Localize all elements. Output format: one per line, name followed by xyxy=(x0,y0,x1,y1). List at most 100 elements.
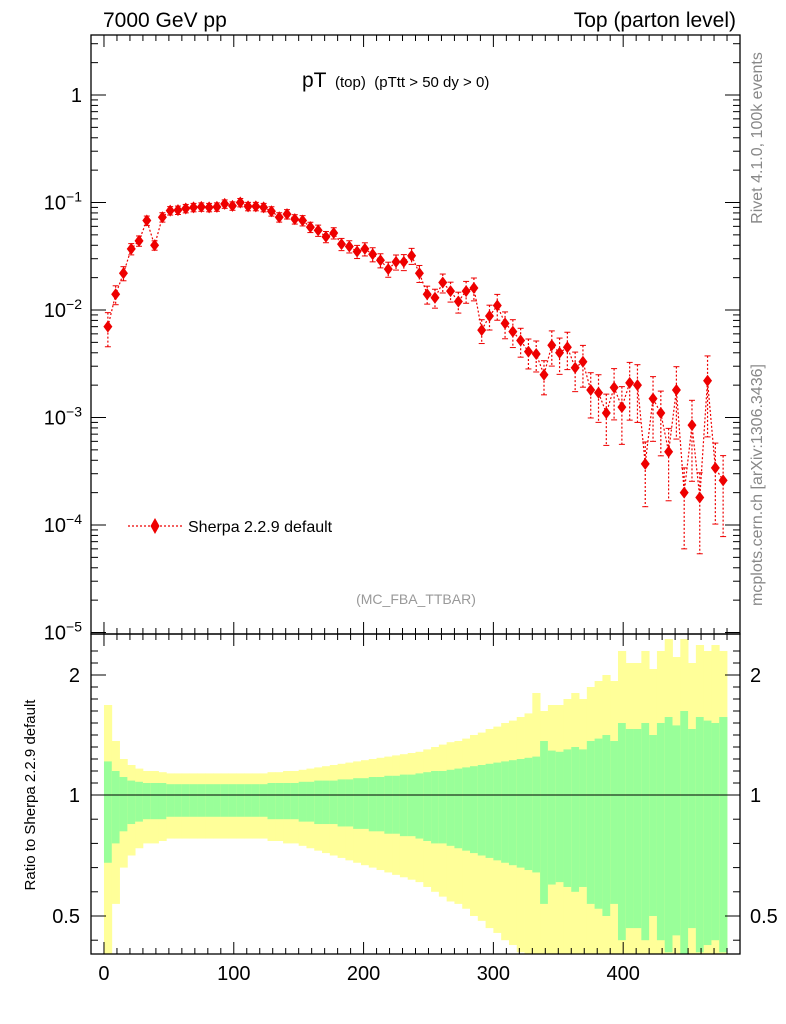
data-point xyxy=(235,196,245,209)
ratio-bands xyxy=(103,639,728,954)
data-point xyxy=(196,200,206,213)
data-point xyxy=(632,379,642,392)
ratio-inner-band xyxy=(306,781,315,822)
x-tick-label: 200 xyxy=(347,963,380,985)
ratio-inner-band xyxy=(485,763,494,858)
data-point xyxy=(617,401,627,414)
ratio-inner-band xyxy=(664,717,673,953)
header-right: Top (parton level) xyxy=(574,9,736,32)
ratio-inner-band xyxy=(213,784,222,817)
ratio-inner-band xyxy=(251,784,261,817)
data-point xyxy=(118,267,128,280)
data-point xyxy=(352,245,362,258)
ratio-inner-band xyxy=(283,783,292,820)
ratio-inner-band xyxy=(314,780,323,825)
data-point xyxy=(290,213,300,226)
data-point xyxy=(430,291,440,304)
data-point xyxy=(601,407,611,420)
y-tick-label: 10−4 xyxy=(44,511,82,537)
ratio-inner-band xyxy=(719,717,728,953)
ratio-inner-band xyxy=(166,784,175,817)
data-point xyxy=(142,214,152,227)
legend-marker xyxy=(150,518,160,534)
data-point xyxy=(555,346,565,359)
data-point xyxy=(687,419,697,432)
ratio-inner-band xyxy=(703,720,712,946)
x-tick-label: 300 xyxy=(477,963,510,985)
data-point xyxy=(477,324,487,337)
y-tick-label: 1 xyxy=(71,85,82,107)
data-point xyxy=(461,285,471,298)
ratio-inner-band xyxy=(119,777,128,832)
ratio-inner-band xyxy=(462,767,471,851)
ratio-inner-band xyxy=(501,761,510,863)
ratio-inner-band xyxy=(298,781,307,822)
data-point xyxy=(344,240,354,253)
data-point xyxy=(173,204,183,217)
data-point xyxy=(586,384,596,397)
ratio-inner-band xyxy=(236,784,245,817)
ratio-inner-band xyxy=(275,783,284,820)
data-point xyxy=(251,200,261,213)
ratio-inner-band xyxy=(524,757,533,871)
ratio-inner-band xyxy=(579,749,588,887)
data-point xyxy=(220,197,230,210)
axis-ticks xyxy=(91,35,740,954)
ratio-inner-band xyxy=(508,760,518,866)
data-point xyxy=(204,201,214,214)
data-point xyxy=(679,486,689,499)
data-point xyxy=(313,224,323,237)
y-tick-label: 10−2 xyxy=(44,296,82,322)
data-point xyxy=(399,255,409,268)
data-point xyxy=(562,341,572,354)
data-point xyxy=(640,457,650,470)
legend-label: Sherpa 2.2.9 default xyxy=(188,519,333,536)
ratio-inner-band xyxy=(158,783,167,820)
ratio-inner-band xyxy=(438,771,448,844)
data-point xyxy=(134,234,144,247)
ratio-inner-band xyxy=(360,778,370,829)
ratio-inner-band xyxy=(555,751,564,883)
data-point xyxy=(282,208,292,221)
x-tick-label: 100 xyxy=(217,963,250,985)
data-point xyxy=(484,309,494,322)
ratio-inner-band xyxy=(220,784,229,817)
ratio-inner-band xyxy=(431,771,440,844)
data-point xyxy=(625,376,635,389)
ratio-inner-band xyxy=(594,738,603,909)
ratio-y-tick-label: 0.5 xyxy=(52,906,80,928)
ratio-y-tick-label-right: 1 xyxy=(750,785,761,807)
ratio-inner-band xyxy=(290,783,300,820)
data-point xyxy=(710,461,720,474)
data-point xyxy=(523,345,533,358)
data-point xyxy=(656,407,666,420)
x-tick-label: 400 xyxy=(606,963,639,985)
ratio-inner-band xyxy=(688,729,697,929)
data-point xyxy=(407,249,417,262)
data-point xyxy=(111,288,121,301)
data-point xyxy=(570,361,580,374)
data-point xyxy=(375,254,385,267)
ratio-inner-band xyxy=(516,759,525,868)
ratio-inner-band xyxy=(641,723,650,941)
data-point xyxy=(298,214,308,227)
ratio-inner-band xyxy=(602,735,611,916)
data-point xyxy=(181,202,191,215)
ratio-inner-band xyxy=(415,773,424,839)
ratio-inner-band xyxy=(672,725,681,936)
ratio-inner-band xyxy=(547,750,557,885)
data-point xyxy=(243,200,253,213)
data-point xyxy=(305,221,315,234)
plot-title-cut: (pTtt > 50 dy > 0) xyxy=(374,74,489,91)
ratio-inner-band xyxy=(228,784,237,817)
data-point xyxy=(446,285,456,298)
data-point xyxy=(337,238,347,251)
ratio-inner-band xyxy=(392,775,401,834)
data-point xyxy=(703,374,713,387)
data-point xyxy=(718,474,728,487)
data-point xyxy=(126,242,136,255)
data-point xyxy=(150,239,160,252)
ratio-inner-band xyxy=(477,765,486,856)
data-point xyxy=(578,355,588,368)
